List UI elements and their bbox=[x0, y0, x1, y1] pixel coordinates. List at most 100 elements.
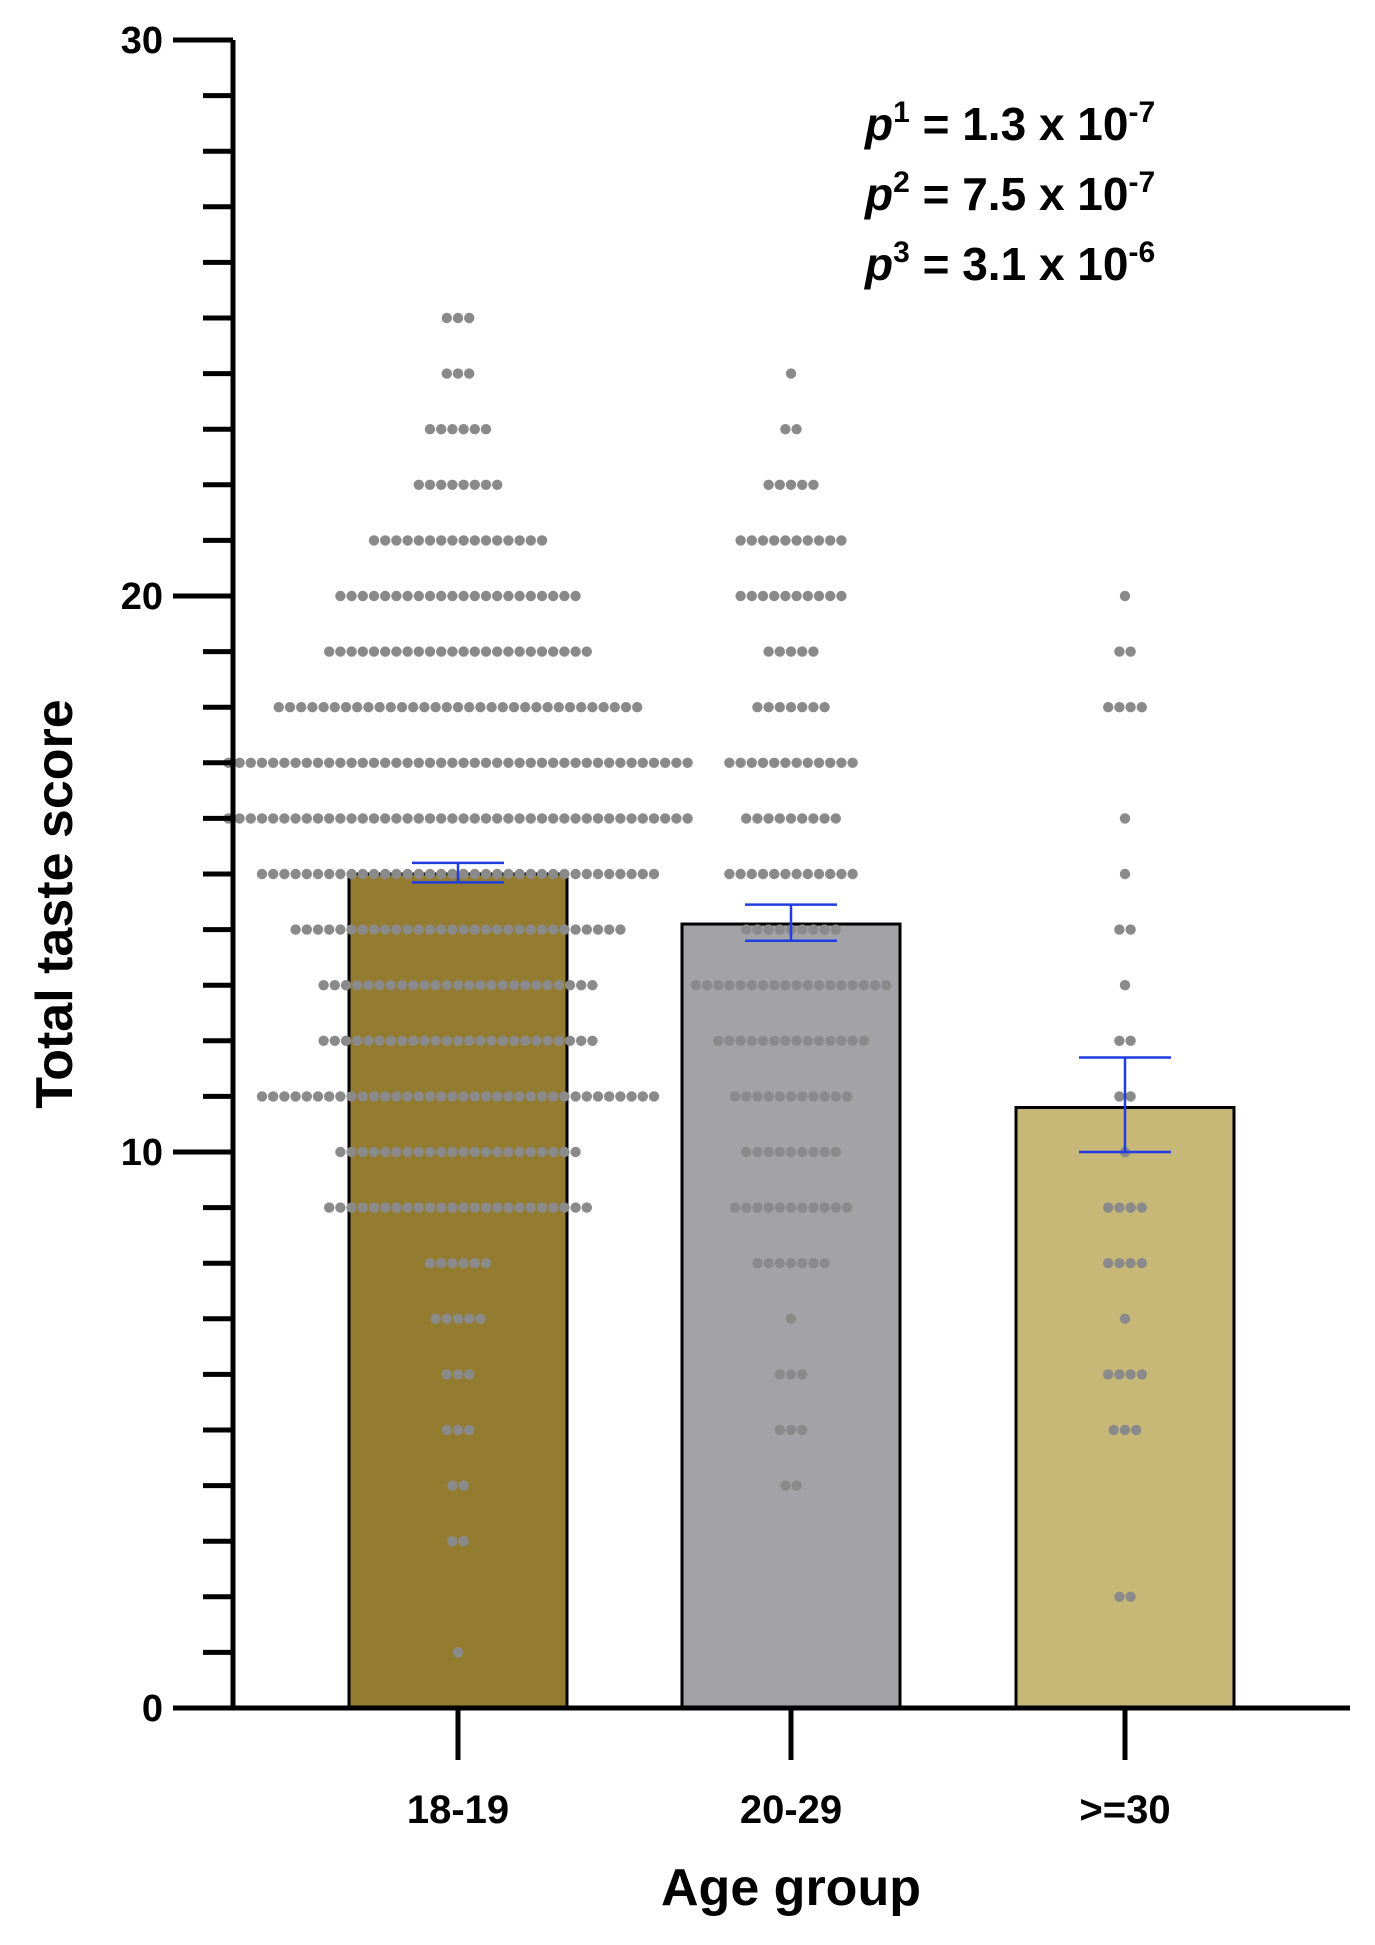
data-point-18-19 bbox=[458, 1480, 469, 1491]
data-point-18-19 bbox=[469, 813, 480, 824]
data-point->=30 bbox=[1119, 813, 1131, 824]
data-point->=30 bbox=[1103, 702, 1114, 713]
data-point-20-29 bbox=[791, 1035, 802, 1047]
data-point-18-19 bbox=[531, 1035, 542, 1047]
data-point-18-19 bbox=[279, 868, 290, 880]
data-point-18-19 bbox=[632, 702, 643, 713]
data-point->=30 bbox=[1114, 1035, 1125, 1047]
data-point-18-19 bbox=[587, 1035, 598, 1047]
data-point-18-19 bbox=[402, 1146, 413, 1158]
data-point-20-29 bbox=[769, 868, 780, 880]
data-point-20-29 bbox=[791, 980, 802, 991]
data-point-20-29 bbox=[785, 1369, 797, 1380]
data-point-18-19 bbox=[402, 1091, 413, 1102]
data-point-18-19 bbox=[536, 757, 548, 768]
data-point-18-19 bbox=[559, 813, 570, 824]
data-point-20-29 bbox=[763, 1091, 774, 1102]
data-point-18-19 bbox=[380, 590, 391, 602]
data-point-20-29 bbox=[785, 813, 797, 824]
data-point-18-19 bbox=[279, 1091, 290, 1102]
data-point-18-19 bbox=[492, 479, 503, 490]
data-point-18-19 bbox=[458, 1146, 469, 1158]
data-point->=30 bbox=[1103, 1202, 1114, 1213]
data-point-18-19 bbox=[503, 1091, 514, 1102]
data-point-18-19 bbox=[592, 924, 604, 935]
data-point-20-29 bbox=[847, 980, 858, 991]
data-point-18-19 bbox=[346, 868, 357, 880]
data-point-18-19 bbox=[559, 590, 570, 602]
data-point-20-29 bbox=[802, 535, 813, 546]
data-point->=30 bbox=[1103, 1258, 1114, 1269]
data-point-18-19 bbox=[548, 868, 559, 880]
data-point-20-29 bbox=[780, 1035, 791, 1047]
data-point-18-19 bbox=[458, 813, 469, 824]
data-point-18-19 bbox=[458, 535, 469, 546]
data-point-20-29 bbox=[813, 535, 825, 546]
data-point-20-29 bbox=[797, 1202, 808, 1213]
x-axis-title: Age group bbox=[661, 1859, 921, 1917]
data-point-18-19 bbox=[324, 1202, 335, 1213]
data-point->=30 bbox=[1125, 1202, 1136, 1213]
data-point-18-19 bbox=[604, 924, 615, 935]
data-point-18-19 bbox=[346, 924, 357, 935]
data-point-20-29 bbox=[746, 757, 757, 768]
data-point-18-19 bbox=[604, 813, 615, 824]
data-point-18-19 bbox=[391, 535, 402, 546]
data-point-20-29 bbox=[836, 868, 847, 880]
data-point-18-19 bbox=[385, 1035, 396, 1047]
data-point-18-19 bbox=[671, 813, 682, 824]
data-point-18-19 bbox=[424, 424, 436, 435]
data-point-20-29 bbox=[763, 702, 774, 713]
data-point-18-19 bbox=[514, 924, 525, 935]
data-point-18-19 bbox=[346, 1202, 357, 1213]
data-point-20-29 bbox=[858, 980, 869, 991]
data-point-18-19 bbox=[660, 757, 671, 768]
data-point-18-19 bbox=[503, 590, 514, 602]
data-point-20-29 bbox=[780, 590, 791, 602]
data-point-18-19 bbox=[503, 868, 514, 880]
data-point-18-19 bbox=[357, 868, 368, 880]
data-point-18-19 bbox=[357, 646, 368, 657]
data-point-18-19 bbox=[458, 1091, 469, 1102]
data-point-20-29 bbox=[769, 590, 780, 602]
data-point-18-19 bbox=[346, 1091, 357, 1102]
data-point-18-19 bbox=[570, 1202, 581, 1213]
data-point-18-19 bbox=[458, 868, 469, 880]
data-point-18-19 bbox=[587, 702, 598, 713]
data-point-18-19 bbox=[424, 646, 436, 657]
data-point-18-19 bbox=[396, 702, 408, 713]
data-point-18-19 bbox=[492, 757, 503, 768]
data-point-20-29 bbox=[774, 1369, 785, 1380]
data-point-20-29 bbox=[763, 924, 774, 935]
data-point-20-29 bbox=[752, 702, 763, 713]
p-value-annotation-2: p2 = 7.5 x 10-7 bbox=[863, 166, 1155, 220]
data-point-18-19 bbox=[419, 702, 430, 713]
data-point-20-29 bbox=[757, 535, 769, 546]
data-point-18-19 bbox=[581, 868, 592, 880]
data-point-20-29 bbox=[825, 1035, 836, 1047]
data-point-20-29 bbox=[791, 424, 802, 435]
data-point-18-19 bbox=[592, 868, 604, 880]
data-point-18-19 bbox=[357, 1091, 368, 1102]
data-point-18-19 bbox=[436, 924, 447, 935]
data-point-20-29 bbox=[797, 1424, 808, 1436]
data-point-18-19 bbox=[592, 757, 604, 768]
data-point-18-19 bbox=[514, 535, 525, 546]
data-point-18-19 bbox=[469, 590, 480, 602]
data-point-18-19 bbox=[587, 980, 598, 991]
data-point-18-19 bbox=[441, 1369, 452, 1380]
data-point-20-29 bbox=[741, 1146, 752, 1158]
data-point-18-19 bbox=[307, 702, 318, 713]
data-point-20-29 bbox=[797, 1091, 808, 1102]
data-point-18-19 bbox=[424, 535, 436, 546]
data-point->=30 bbox=[1125, 1035, 1136, 1047]
data-point-18-19 bbox=[464, 1424, 475, 1436]
data-point-20-29 bbox=[746, 590, 757, 602]
data-point-18-19 bbox=[436, 868, 447, 880]
data-point-18-19 bbox=[368, 590, 380, 602]
data-point-18-19 bbox=[447, 535, 458, 546]
data-point-20-29 bbox=[808, 924, 819, 935]
data-point-20-29 bbox=[780, 980, 791, 991]
data-point-18-19 bbox=[329, 702, 340, 713]
y-tick-label: 0 bbox=[142, 1688, 163, 1730]
